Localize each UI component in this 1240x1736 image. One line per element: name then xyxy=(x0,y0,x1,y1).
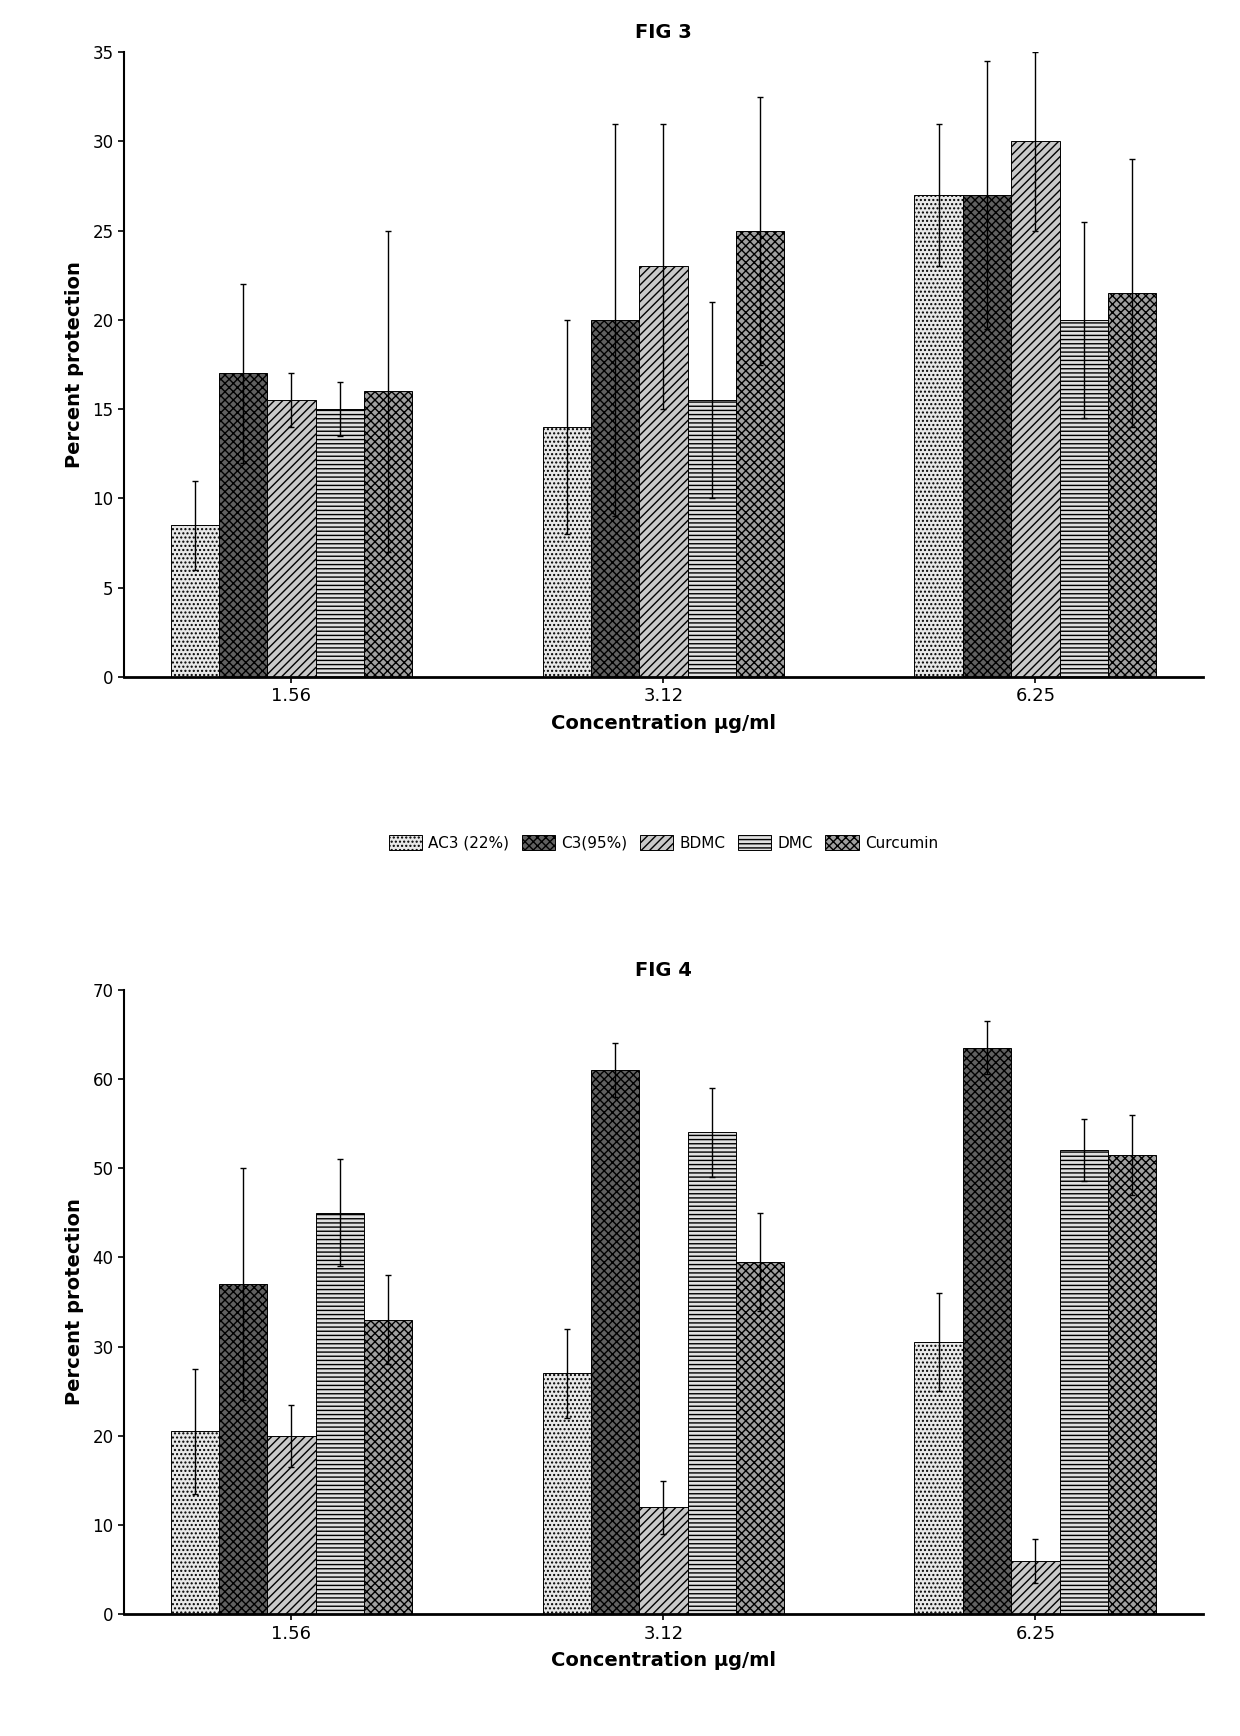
Bar xyxy=(543,1373,591,1614)
Title: FIG 3: FIG 3 xyxy=(635,23,692,42)
Bar xyxy=(1011,141,1059,677)
Bar xyxy=(171,526,218,677)
Bar xyxy=(914,194,962,677)
Bar xyxy=(363,391,412,677)
X-axis label: Concentration μg/ml: Concentration μg/ml xyxy=(551,1651,776,1670)
Bar xyxy=(687,401,735,677)
Y-axis label: Percent protection: Percent protection xyxy=(66,1198,84,1406)
Bar xyxy=(735,1262,784,1614)
Bar xyxy=(590,319,640,677)
Bar xyxy=(171,1432,218,1614)
Bar xyxy=(363,1319,412,1614)
Bar xyxy=(543,427,591,677)
Bar xyxy=(218,1285,267,1614)
Bar xyxy=(1059,319,1107,677)
Bar xyxy=(590,1069,640,1614)
Bar xyxy=(218,373,267,677)
Bar xyxy=(1107,1154,1156,1614)
Bar xyxy=(914,1342,962,1614)
Title: FIG 4: FIG 4 xyxy=(635,960,692,979)
Bar xyxy=(640,266,687,677)
Bar xyxy=(267,1436,315,1614)
Bar xyxy=(687,1132,735,1614)
Bar xyxy=(315,410,365,677)
X-axis label: Concentration μg/ml: Concentration μg/ml xyxy=(551,713,776,733)
Bar xyxy=(640,1507,687,1614)
Bar xyxy=(962,1047,1011,1614)
Bar xyxy=(1107,293,1156,677)
Bar xyxy=(962,194,1011,677)
Bar xyxy=(1011,1561,1059,1614)
Bar xyxy=(267,401,315,677)
Bar xyxy=(735,231,784,677)
Y-axis label: Percent protection: Percent protection xyxy=(66,260,84,469)
Bar xyxy=(1059,1151,1107,1614)
Bar xyxy=(315,1213,365,1614)
Legend: AC3 (22%), C3(95%), BDMC, DMC, Curcumin: AC3 (22%), C3(95%), BDMC, DMC, Curcumin xyxy=(383,830,944,858)
